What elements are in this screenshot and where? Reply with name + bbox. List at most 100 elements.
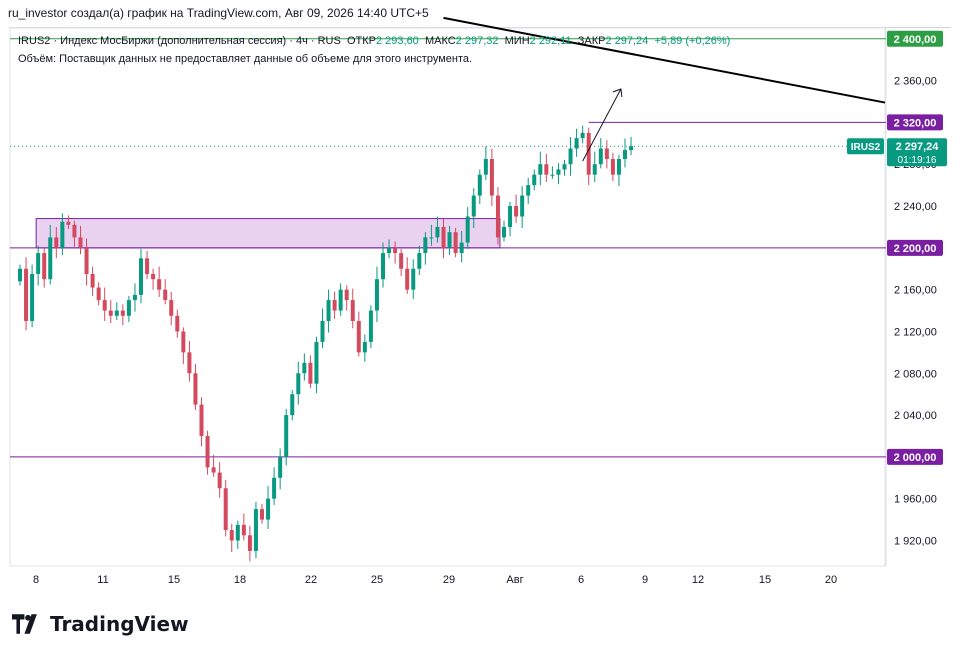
candle-body[interactable]	[604, 148, 609, 159]
candle-body[interactable]	[580, 132, 585, 139]
candle-body[interactable]	[132, 294, 137, 301]
candle-body[interactable]	[381, 253, 385, 280]
candle-body[interactable]	[508, 206, 513, 227]
candle-body[interactable]	[18, 268, 22, 282]
candle-body[interactable]	[320, 321, 325, 342]
candle-body[interactable]	[24, 268, 29, 322]
candle-body[interactable]	[145, 258, 150, 274]
candle-body[interactable]	[520, 195, 525, 217]
candle-body[interactable]	[247, 535, 252, 551]
candle-body[interactable]	[477, 174, 482, 196]
candle-body[interactable]	[374, 279, 379, 311]
candle-body[interactable]	[489, 158, 494, 196]
candle-body[interactable]	[471, 195, 476, 217]
candle-body[interactable]	[296, 373, 301, 395]
candle-body[interactable]	[550, 174, 555, 176]
candle-body[interactable]	[598, 148, 603, 165]
candle-body[interactable]	[114, 310, 119, 316]
candle-body[interactable]	[187, 352, 192, 374]
candle-body[interactable]	[126, 300, 131, 316]
candle-body[interactable]	[181, 331, 186, 353]
candle-body[interactable]	[441, 226, 446, 248]
candle-body[interactable]	[350, 300, 355, 322]
candle-body[interactable]	[362, 341, 367, 353]
candle-body[interactable]	[423, 237, 428, 254]
candle-body[interactable]	[235, 524, 240, 541]
candle-body[interactable]	[223, 488, 228, 531]
candle-body[interactable]	[272, 477, 277, 499]
candle-body[interactable]	[108, 310, 113, 316]
candle-body[interactable]	[48, 237, 53, 280]
candle-body[interactable]	[211, 467, 216, 473]
candle-body[interactable]	[54, 237, 59, 248]
ohlc-legend[interactable]: IRUS2 · Индекс МосБиржи (дополнительная …	[18, 35, 730, 47]
candle-body[interactable]	[157, 279, 162, 290]
candle-body[interactable]	[393, 247, 398, 254]
candle-body[interactable]	[368, 310, 373, 342]
candle-body[interactable]	[290, 394, 295, 416]
candle-body[interactable]	[139, 258, 143, 295]
candle-body[interactable]	[60, 221, 65, 248]
candle-body[interactable]	[90, 273, 95, 288]
candle-body[interactable]	[544, 164, 549, 175]
candle-body[interactable]	[72, 224, 77, 238]
candle-body[interactable]	[568, 148, 573, 165]
candle-body[interactable]	[610, 158, 615, 175]
trend-line[interactable]	[443, 16, 886, 104]
candle-body[interactable]	[532, 174, 537, 186]
support-zone[interactable]	[35, 218, 501, 249]
candle-body[interactable]	[417, 253, 422, 269]
candle-body[interactable]	[586, 132, 591, 175]
candle-body[interactable]	[102, 300, 107, 311]
candle-body[interactable]	[356, 321, 361, 353]
candle-body[interactable]	[495, 195, 500, 238]
candle-body[interactable]	[253, 509, 258, 551]
candle-body[interactable]	[556, 169, 561, 175]
candle-body[interactable]	[302, 362, 307, 374]
candle-body[interactable]	[592, 164, 597, 175]
candle-body[interactable]	[42, 253, 47, 280]
candle-body[interactable]	[387, 247, 392, 254]
candle-body[interactable]	[616, 158, 621, 175]
candle-body[interactable]	[163, 289, 168, 301]
candle-body[interactable]	[629, 146, 634, 151]
candle-body[interactable]	[193, 373, 198, 405]
projection-arrow[interactable]	[582, 88, 622, 162]
candle-body[interactable]	[314, 341, 319, 384]
candle-body[interactable]	[459, 242, 464, 254]
candle-body[interactable]	[574, 138, 579, 149]
candle-body[interactable]	[435, 226, 440, 238]
candle-body[interactable]	[96, 287, 101, 301]
candle-body[interactable]	[175, 315, 180, 332]
candle-body[interactable]	[66, 221, 71, 225]
tradingview-logo[interactable]: TradingView	[12, 612, 189, 636]
candle-body[interactable]	[30, 273, 35, 322]
candle-body[interactable]	[284, 415, 289, 457]
candle-body[interactable]	[338, 289, 343, 311]
candle-body[interactable]	[465, 216, 470, 243]
candle-body[interactable]	[278, 456, 283, 478]
candle-body[interactable]	[205, 435, 210, 468]
candle-body[interactable]	[447, 232, 452, 248]
candle-body[interactable]	[260, 509, 264, 520]
candle-body[interactable]	[623, 150, 627, 159]
candle-body[interactable]	[241, 524, 246, 536]
candle-body[interactable]	[308, 362, 313, 384]
candle-body[interactable]	[266, 498, 271, 520]
candle-body[interactable]	[84, 247, 89, 274]
candle-body[interactable]	[151, 273, 156, 280]
candle-body[interactable]	[326, 300, 331, 322]
candle-body[interactable]	[229, 530, 234, 541]
candle-body[interactable]	[78, 237, 83, 248]
candle-body[interactable]	[332, 300, 337, 311]
candle-body[interactable]	[199, 404, 204, 436]
candle-body[interactable]	[562, 164, 567, 170]
candle-body[interactable]	[169, 300, 174, 316]
candle-body[interactable]	[217, 472, 222, 489]
candle-body[interactable]	[344, 289, 349, 301]
candle-body[interactable]	[453, 232, 458, 254]
candle-body[interactable]	[429, 237, 434, 239]
candle-body[interactable]	[405, 268, 410, 290]
candle-body[interactable]	[120, 310, 125, 316]
